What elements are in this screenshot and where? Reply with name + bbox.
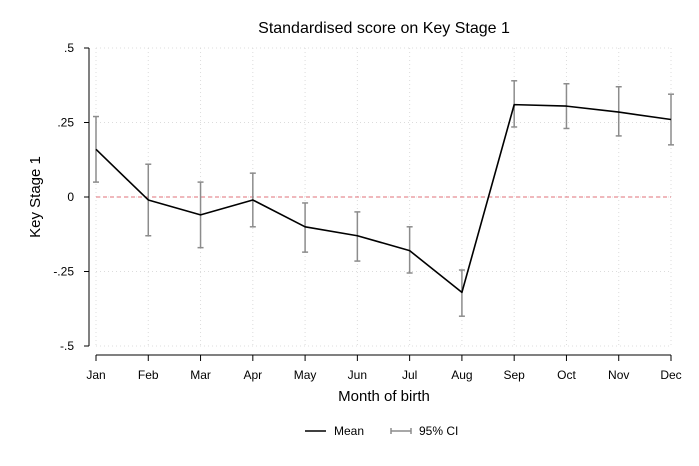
- x-tick-label: Feb: [138, 368, 159, 382]
- y-tick-label: -.5: [60, 339, 74, 353]
- mean-line: [95, 103, 672, 294]
- y-axis-label: Key Stage 1: [27, 156, 44, 238]
- x-tick-label: Apr: [243, 368, 262, 382]
- ci-error-bars: [93, 80, 674, 317]
- x-tick-label: Aug: [451, 368, 472, 382]
- x-tick-label: Oct: [557, 368, 576, 382]
- y-tick-label: .25: [57, 116, 74, 130]
- x-tick-label: Jul: [402, 368, 417, 382]
- y-tick-label: -.25: [53, 265, 74, 279]
- x-tick-label: Nov: [608, 368, 629, 382]
- legend-entry-mean: Mean: [305, 424, 364, 438]
- axes: -.5 -.25 0 .25 .5 Jan Feb Mar Apr May Jun Jul Aug Sep…: [53, 41, 681, 382]
- x-tick-label: Sep: [504, 368, 526, 382]
- chart-title: Standardised score on Key Stage 1: [258, 20, 510, 37]
- ci-bar: [668, 93, 674, 146]
- y-tick-label: .5: [64, 41, 74, 55]
- legend-entry-ci: 95% CI: [390, 424, 458, 438]
- legend-mean-label: Mean: [334, 424, 364, 438]
- y-tick-label: 0: [67, 190, 74, 204]
- x-tick-label: Jun: [348, 368, 367, 382]
- x-tick-label: May: [294, 368, 317, 382]
- legend: Mean 95% CI: [305, 424, 458, 438]
- mean-series: [95, 103, 672, 294]
- x-tick-label: Dec: [660, 368, 681, 382]
- legend-ci-label: 95% CI: [419, 424, 458, 438]
- x-axis-label: Month of birth: [338, 388, 430, 405]
- x-tick-label: Mar: [190, 368, 211, 382]
- x-tick-label: Jan: [86, 368, 105, 382]
